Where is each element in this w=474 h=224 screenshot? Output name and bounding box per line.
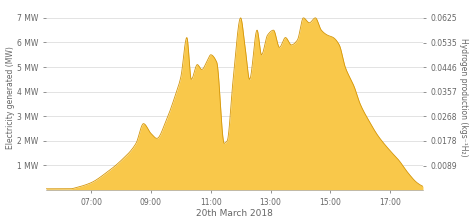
X-axis label: 20th March 2018: 20th March 2018	[196, 209, 273, 218]
Y-axis label: Electricity generated (MW): Electricity generated (MW)	[6, 46, 15, 149]
Y-axis label: Hydrogen production (kgs⁻¹H₂): Hydrogen production (kgs⁻¹H₂)	[459, 39, 468, 157]
